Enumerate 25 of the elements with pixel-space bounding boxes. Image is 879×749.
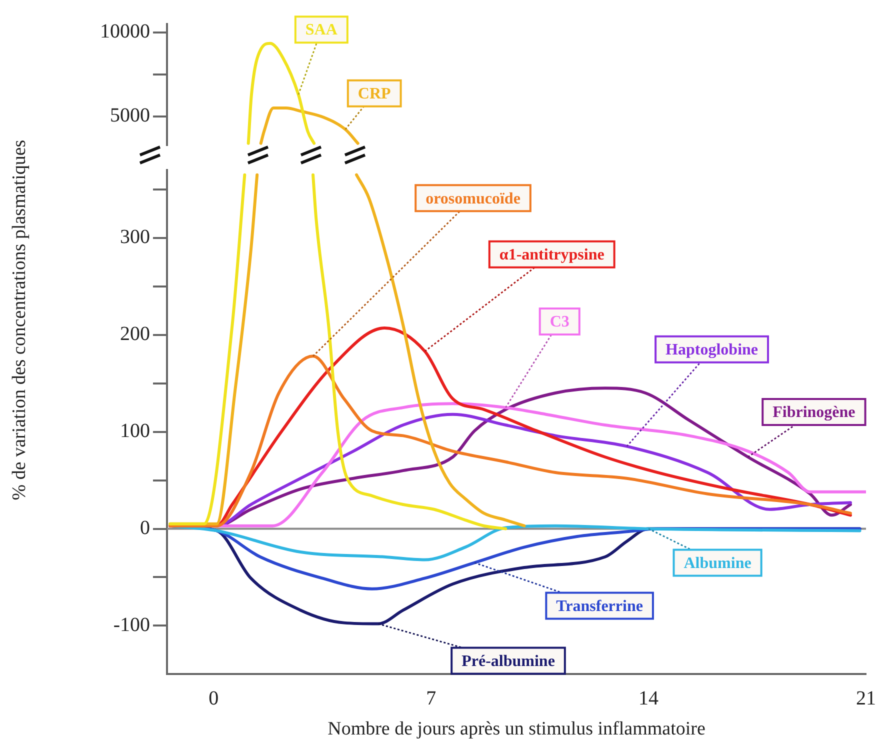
x-tick-label: 0: [208, 687, 219, 710]
line-series: [259, 106, 360, 145]
y-tick-label: 0: [140, 517, 150, 540]
text: Pré-albumine: [462, 652, 555, 670]
series-label: Albumine: [684, 554, 752, 572]
text: Transferrine: [556, 598, 643, 615]
series-label: CRP: [358, 86, 392, 103]
y-axis-title: % de variation des concentrations plasmatiques: [9, 140, 31, 500]
y-tick-label: 300: [120, 226, 150, 248]
x-tick-label: 14: [638, 687, 659, 710]
series-label: SAA: [305, 22, 338, 39]
text: Fibrinogène: [772, 404, 856, 422]
y-tick-label: 10000: [100, 20, 150, 43]
x-tick-label: 21: [856, 687, 876, 710]
text: α1-antitrypsine: [499, 246, 604, 264]
y-tick-label: -100: [113, 614, 150, 636]
text: C3: [550, 314, 570, 331]
y-tick-label: 100: [120, 420, 150, 442]
line-series: [246, 42, 316, 145]
y-tick-label: 200: [120, 323, 150, 346]
text: Haptoglobine: [666, 341, 758, 358]
y-tick-label: 5000: [110, 104, 150, 127]
x-axis-title: Nombre de jours après un stimulus inflammatoire: [328, 718, 706, 740]
text: orosomucoïde: [426, 190, 520, 208]
x-tick-label: 7: [426, 687, 436, 710]
